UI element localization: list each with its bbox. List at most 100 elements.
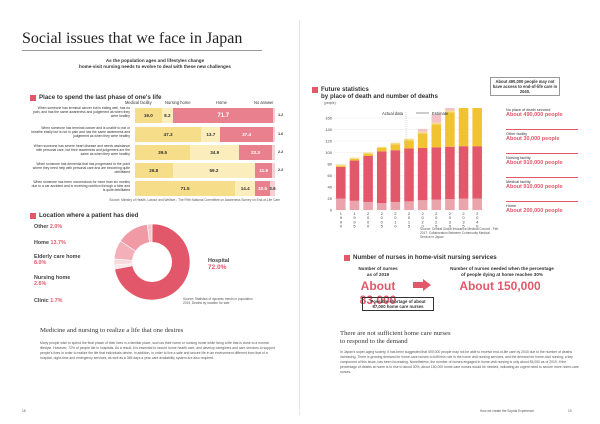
bar-other-facility-2015 bbox=[404, 138, 414, 141]
subtitle-line-2: home-visit nursing needs to evolve to de… bbox=[79, 64, 231, 69]
col-medical: Medical facility bbox=[125, 100, 152, 105]
location-donut-chart bbox=[113, 223, 191, 301]
bar-home-2030 bbox=[445, 199, 455, 210]
pie-label-hospital: Hospital 72.0% bbox=[208, 258, 230, 271]
bottom-right-body: In Japan's super-aging society, it has b… bbox=[340, 350, 579, 374]
y-tick-label: 60 bbox=[328, 173, 333, 178]
bar-home-2020 bbox=[417, 200, 428, 210]
y-tick-label: 160 bbox=[325, 115, 332, 120]
bar-no-answer bbox=[273, 108, 275, 123]
future-legend: No place of death secured About 490,000 … bbox=[506, 108, 578, 226]
x-tick-label-2015: 1 bbox=[408, 219, 411, 224]
bar-nursing-facility-2000 bbox=[363, 153, 373, 156]
bar-nursing-facility-2025 bbox=[431, 124, 442, 148]
bar-no-answer bbox=[272, 163, 275, 178]
no-answer-value: 2.2 bbox=[278, 168, 284, 172]
bar-other-facility-2000 bbox=[363, 152, 373, 154]
bar-other-facility-1990 bbox=[336, 164, 346, 166]
page-gutter bbox=[299, 20, 300, 415]
x-tick-label-2005: 5 bbox=[381, 224, 384, 229]
bar-nursing-facility-1990 bbox=[336, 165, 346, 167]
bar-home-2010 bbox=[390, 201, 401, 210]
bar-home: 11.9 bbox=[255, 163, 273, 178]
place-bar: 19.0 8.2 71.7 bbox=[135, 108, 275, 123]
legend-item: Other facility About 30,000 people bbox=[506, 132, 578, 154]
y-tick-label: 120 bbox=[325, 138, 332, 143]
bar-no-answer bbox=[272, 127, 275, 142]
nurses-left-value: About 83,000 bbox=[359, 279, 397, 307]
section-marker-icon bbox=[312, 87, 318, 93]
estimate-label: Estimate bbox=[432, 111, 449, 116]
bar-nursing: 34.9 bbox=[190, 145, 240, 160]
bar-other-facility-1995 bbox=[349, 157, 360, 159]
x-tick-label-2025: 2 bbox=[435, 211, 438, 216]
bar-medical-facility-2035 bbox=[458, 146, 469, 199]
nurses-right-label: Number of nurses needed when the percent… bbox=[450, 266, 554, 277]
x-tick-label-2035: 2 bbox=[462, 211, 465, 216]
bar-home-2000 bbox=[363, 201, 373, 210]
bar-other-facility-2025 bbox=[431, 122, 442, 125]
x-tick-label-2025: 5 bbox=[435, 224, 438, 229]
x-tick-label-2005: 0 bbox=[381, 215, 384, 220]
y-tick-label: 140 bbox=[325, 127, 332, 132]
x-tick-label-2010: 0 bbox=[394, 215, 397, 220]
page-subtitle: As the population ages and lifestyles ch… bbox=[60, 58, 250, 70]
place-row-label: When someone has terminal cancer but is … bbox=[33, 106, 130, 119]
bar-home-2025 bbox=[431, 199, 442, 210]
future-unit: (people) bbox=[324, 101, 336, 105]
legend-item: Medical facility About 910,000 people bbox=[506, 180, 578, 202]
section-marker-icon bbox=[30, 212, 36, 219]
pie-label-elderly-care: Elderly care home 8.0% bbox=[34, 254, 81, 266]
bar-home-1990 bbox=[336, 198, 346, 210]
bar-medical-facility-2015 bbox=[404, 148, 414, 202]
bar-other-facility-2005 bbox=[376, 146, 387, 148]
y-tick-label: 80 bbox=[328, 161, 333, 166]
bar-home-2005 bbox=[376, 203, 387, 210]
bar-home: 71.7 bbox=[173, 108, 274, 123]
x-tick-label-2010: 1 bbox=[394, 219, 397, 224]
bar-home-2015 bbox=[404, 201, 414, 210]
page-number-right: 19 bbox=[568, 409, 572, 413]
x-tick-label-1990: 0 bbox=[340, 224, 343, 229]
bar-nursing: 59.2 bbox=[172, 163, 256, 178]
bar-nursing: 8.2 bbox=[161, 108, 174, 123]
no-answer-value: 1.2 bbox=[278, 113, 284, 117]
bar-nursing-facility-2010 bbox=[390, 144, 401, 151]
bar-medical: 71.5 bbox=[135, 181, 236, 196]
donut-hole bbox=[132, 242, 172, 282]
x-tick-label-2015: 2 bbox=[408, 211, 411, 216]
place-row-label: When someone has dementia that has progr… bbox=[32, 162, 130, 175]
x-tick-label-2000: 0 bbox=[367, 219, 370, 224]
x-tick-label-2020: 0 bbox=[422, 215, 425, 220]
bar-no-answer: 3.6 bbox=[269, 181, 276, 196]
bar-nursing: 13.7 bbox=[201, 127, 221, 142]
x-tick-label-2030: 3 bbox=[449, 219, 452, 224]
bar-nursing-facility-2005 bbox=[376, 147, 387, 152]
bar-nursing-facility-2020 bbox=[417, 133, 428, 148]
x-tick-label-2035: 3 bbox=[462, 219, 465, 224]
bar-medical-facility-2000 bbox=[363, 155, 373, 202]
pie-label-nursing-home: Nursing home 2.6% bbox=[34, 275, 71, 287]
bar-medical-facility-2005 bbox=[376, 151, 387, 204]
bar-home: 10.5 bbox=[255, 181, 270, 196]
bar-no-place-of-death-secured-2025 bbox=[431, 114, 442, 123]
place-row-label: When someone has severe heart disease an… bbox=[33, 144, 130, 157]
x-tick-label-2000: 0 bbox=[367, 215, 370, 220]
bottom-left-body: Many people wish to spend the final phas… bbox=[40, 341, 275, 360]
x-tick-label-2020: 2 bbox=[422, 211, 425, 216]
x-tick-label-2000: 0 bbox=[367, 224, 370, 229]
arrow-right-icon bbox=[413, 279, 431, 291]
bottom-right-heading: There are not sufficient home care nurse… bbox=[340, 330, 451, 345]
section-marker-icon bbox=[30, 94, 36, 101]
bar-nursing-facility-2030 bbox=[445, 112, 455, 147]
shortage-box: Possible shortage of about 67,000 home c… bbox=[362, 297, 434, 312]
bar-home: 23.3 bbox=[239, 145, 272, 160]
bottom-left-heading: Medicine and nursing to realize a life t… bbox=[40, 327, 184, 334]
x-tick-label-2015: 5 bbox=[408, 224, 411, 229]
x-tick-label-2005: 0 bbox=[381, 219, 384, 224]
location-source: Source: Statistics of dynamic trends in … bbox=[183, 297, 253, 305]
x-tick-label-1995: 1 bbox=[353, 211, 356, 216]
title-divider bbox=[22, 50, 262, 51]
bar-medical: 47.3 bbox=[135, 127, 202, 142]
